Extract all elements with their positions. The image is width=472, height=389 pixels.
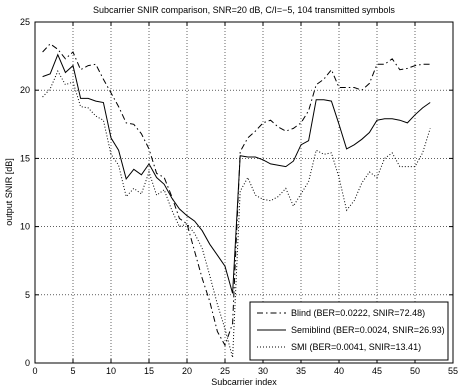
legend-entry-2: SMI (BER=0.0041, SNIR=13.41)	[291, 342, 421, 352]
x-tick-label: 40	[334, 366, 344, 376]
x-tick-label: 20	[182, 366, 192, 376]
y-tick-label: 0	[25, 358, 30, 368]
x-axis-label: Subcarrier index	[211, 377, 277, 387]
y-axis-label: output SNIR [dB]	[4, 158, 14, 226]
plot-frame	[34, 21, 454, 364]
legend-entry-0: Blind (BER=0.0222, SNIR=72.48)	[291, 308, 425, 318]
x-tick-label: 25	[220, 366, 230, 376]
series-line-0	[42, 43, 431, 347]
series-line-1	[42, 53, 431, 294]
series-lines	[42, 43, 431, 358]
axis-ticks: 0 5 10 15 20 25 30 35 40 45 50 55 0 5 10 15 20 25	[20, 17, 458, 376]
y-tick-label: 25	[20, 17, 30, 27]
x-tick-label: 5	[70, 366, 75, 376]
x-tick-label: 35	[296, 366, 306, 376]
y-tick-label: 20	[20, 85, 30, 95]
x-tick-label: 15	[144, 366, 154, 376]
legend-entry-1: Semiblind (BER=0.0024, SNIR=26.93)	[291, 325, 445, 335]
legend: Blind (BER=0.0222, SNIR=72.48) Semiblind …	[249, 301, 449, 361]
legend-box	[249, 301, 449, 361]
y-tick-label: 15	[20, 153, 30, 163]
x-tick-label: 55	[448, 366, 458, 376]
x-tick-label: 50	[410, 366, 420, 376]
y-tick-label: 10	[20, 222, 30, 232]
grid	[35, 22, 453, 363]
x-tick-label: 30	[258, 366, 268, 376]
x-tick-label: 45	[372, 366, 382, 376]
x-tick-label: 0	[32, 366, 37, 376]
chart-title: Subcarrier SNIR comparison, SNR=20 dB, C…	[93, 5, 395, 15]
x-tick-label: 10	[106, 366, 116, 376]
y-tick-label: 5	[25, 290, 30, 300]
